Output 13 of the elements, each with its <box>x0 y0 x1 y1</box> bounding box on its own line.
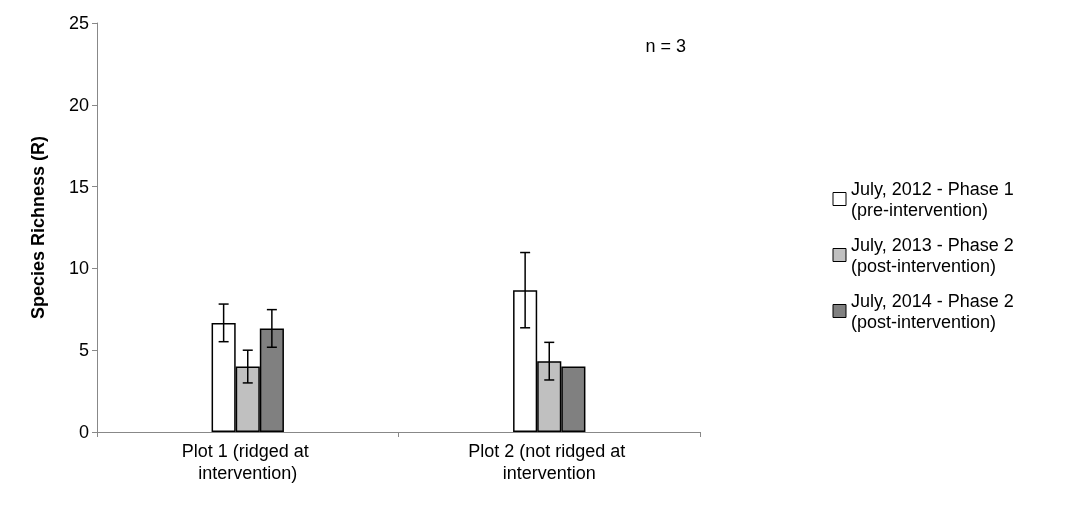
annotation: n = 3 <box>645 36 687 56</box>
y-tick-label: 5 <box>78 340 89 361</box>
y-tick-label: 25 <box>68 13 89 33</box>
legend-label: July, 2012 - Phase 1 (pre-intervention) <box>851 178 1019 220</box>
legend-label: July, 2014 - Phase 2 (post-intervention) <box>851 290 1019 332</box>
y-axis-title: Species Richness (R) <box>28 135 48 320</box>
legend-label: July, 2013 - Phase 2 (post-intervention) <box>851 234 1019 276</box>
y-tick-label: 20 <box>68 94 89 115</box>
y-tick-label: 10 <box>68 258 89 279</box>
y-tick-label: 0 <box>78 422 89 442</box>
x-tick-label: Plot 2 (not ridged at intervention <box>468 441 631 483</box>
y-tick-label: 15 <box>68 176 89 197</box>
x-tick-label: Plot 1 (ridged at intervention) <box>181 441 314 483</box>
